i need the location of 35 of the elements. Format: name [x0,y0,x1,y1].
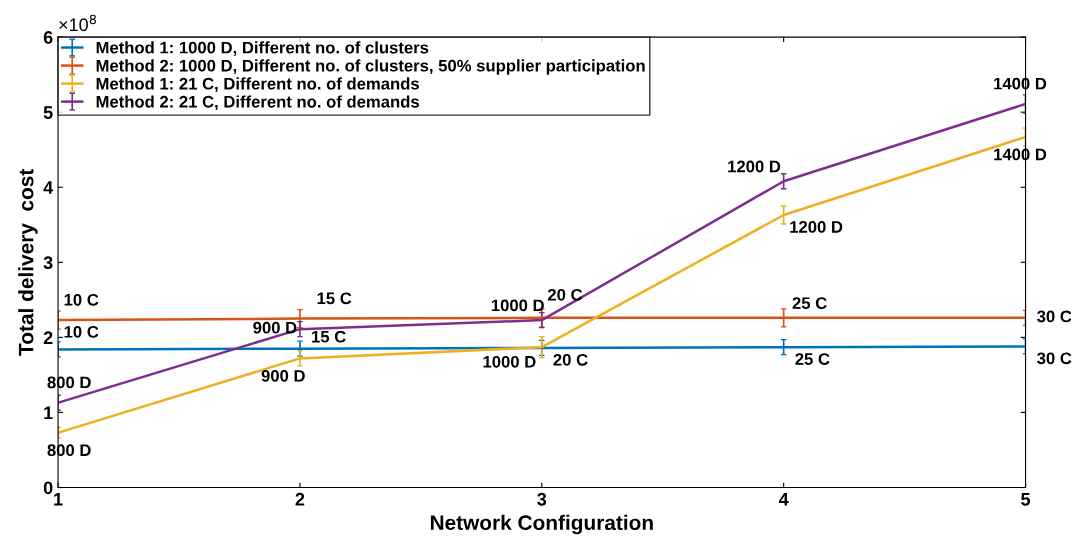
y-tick-label: 3 [43,256,53,270]
annotation: 15 C [317,292,352,305]
y-tick-label: 5 [43,106,53,119]
annotation: 30 C [1037,310,1072,323]
annotation: 900 D [253,321,297,334]
x-axis-title: Network Configuration [430,514,653,535]
x-tick-label: 4 [778,493,789,506]
x-tick-label: 3 [537,492,547,506]
annotation: 25 C [795,353,830,365]
annotation: 1200 D [790,221,843,233]
annotation: 20 C [553,353,588,366]
legend-label: Method 2: 21 C, Different no. of demands [96,95,419,111]
legend-label: Method 2: 1000 D, Different no. of clusters, 50% supplier participation [96,59,645,75]
annotation: 10 C [64,325,99,338]
annotation: 20 C [547,288,583,301]
annotation: 10 C [64,293,99,306]
annotation: 15 C [312,330,346,343]
y-tick-label: 2 [43,331,53,344]
legend-label: Method 1: 1000 D, Different no. of clusters [96,41,429,56]
annotation: 30 C [1037,352,1072,365]
annotation: 1200 D [728,160,781,173]
y-tick-label: 1 [44,406,53,419]
annotation: 900 D [261,369,305,382]
annotation: 25 C [792,297,827,310]
annotation: 1000 D [483,355,536,368]
y-tick-label: 0 [43,481,53,495]
y-tick-label: 6 [43,31,53,44]
x-tick-label: 2 [295,492,305,506]
x-tick-label: 1 [54,493,63,506]
y-tick-label: 4 [43,181,54,194]
y-axis-title: Total delivery cost [18,168,38,356]
annotation: 1000 D [491,299,544,312]
text: ×10$^{8}$ [59,14,97,32]
legend-label: Method 1: 21 C, Different no. of demands [96,77,419,93]
x-tick-label: 5 [1021,493,1031,506]
